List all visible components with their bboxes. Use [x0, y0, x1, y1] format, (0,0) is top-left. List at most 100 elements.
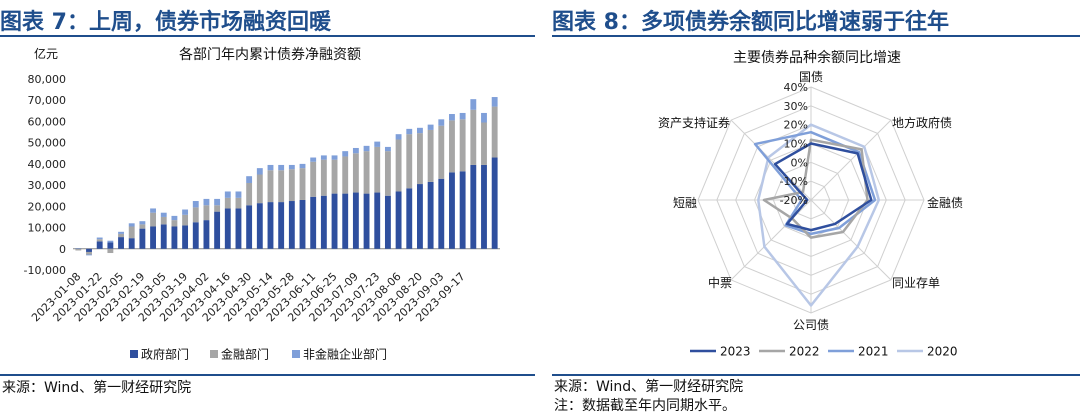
- bar-segment: [171, 215, 178, 221]
- bar-segment: [203, 198, 210, 206]
- bar-segment: [107, 248, 114, 254]
- bar-segment: [256, 203, 263, 249]
- bar-segment: [150, 226, 156, 249]
- bar-segment: [417, 133, 423, 185]
- bar-segment: [139, 224, 146, 229]
- bar-segment: [256, 168, 263, 175]
- radar-spoke: [730, 119, 812, 201]
- bar-segment: [86, 254, 92, 256]
- bar-segment: [278, 164, 285, 171]
- bar-segment: [417, 127, 423, 134]
- panel-bar-chart: 图表 7：上周，债券市场融资回暖 各部门年内累计债券净融资额 亿元 -10,000 0…: [0, 0, 535, 417]
- bar-segment: [438, 125, 445, 179]
- radar-spoke: [730, 199, 812, 281]
- radial-tick-label: 0%: [791, 156, 808, 169]
- radial-tick-label: -20%: [780, 194, 808, 207]
- bar-segment: [171, 226, 178, 249]
- y-tick-label: 30,000: [28, 179, 67, 192]
- bar-segment: [214, 205, 221, 212]
- bar-segment: [139, 228, 146, 249]
- footer-rule: [552, 374, 1080, 376]
- bar-segment: [128, 223, 135, 227]
- bar-segment: [96, 241, 103, 249]
- bar-segment: [160, 216, 167, 225]
- bar-segment: [449, 120, 455, 173]
- bar-segment: [406, 128, 413, 135]
- bar-segment: [278, 202, 285, 249]
- bar-segment: [320, 195, 327, 249]
- radar-category-label: 资产支持证券: [658, 115, 730, 130]
- y-tick-label: 0: [59, 243, 66, 256]
- legend-swatch: [292, 350, 300, 358]
- legend-label: 非金融企业部门: [303, 347, 387, 362]
- bar-segment: [331, 193, 338, 249]
- radar-spoke: [810, 119, 892, 201]
- bar-segment: [235, 191, 242, 198]
- bar-segment: [86, 251, 92, 255]
- bar-segment: [299, 168, 306, 200]
- bar-segment: [150, 212, 156, 227]
- y-tick-label: 60,000: [28, 115, 67, 128]
- bar-segment: [182, 209, 189, 215]
- legend-swatch: [210, 350, 218, 358]
- radial-tick-label: -10%: [780, 175, 808, 188]
- y-tick-label: 50,000: [28, 137, 67, 150]
- bar-segment: [449, 114, 455, 121]
- legend-label: 2020: [927, 345, 958, 359]
- bar-segment: [320, 155, 327, 160]
- bar-segment: [352, 147, 359, 154]
- bar-segment: [128, 226, 135, 239]
- bar-segment: [481, 112, 487, 123]
- bar-segment: [192, 222, 199, 249]
- bar-segment: [342, 156, 349, 194]
- bar-segment: [470, 109, 477, 165]
- radar-category-label: 短融: [673, 196, 697, 210]
- radar-category-label: 同业存单: [892, 276, 940, 290]
- bar-segment: [107, 240, 114, 243]
- bar-segment: [267, 202, 274, 249]
- bar-segment: [118, 237, 124, 249]
- bar-segment: [128, 238, 135, 249]
- panel-radar-chart: 图表 8：多项债券余额同比增速弱于往年 主要债券品种余额同比增速 -20% -10%…: [552, 0, 1080, 417]
- bar-segment: [192, 201, 199, 208]
- bar-segment: [160, 212, 167, 217]
- bar-segment: [363, 151, 370, 194]
- radial-tick-label: 10%: [784, 138, 808, 151]
- radar-category-label: 地方政府债: [892, 115, 952, 130]
- bar-segment: [363, 145, 370, 152]
- bar-segment: [395, 191, 402, 249]
- bar-segment: [214, 198, 221, 206]
- bar-segment: [481, 164, 487, 249]
- bar-segment: [406, 134, 413, 189]
- bar-segment: [374, 146, 381, 193]
- bar-segment: [459, 171, 466, 249]
- bar-segment: [288, 164, 295, 170]
- bar-segment: [160, 224, 167, 249]
- bar-segment: [299, 199, 306, 249]
- bar-segment: [288, 201, 295, 249]
- bar-segment: [352, 153, 359, 193]
- source-text: 来源：Wind、第一财经研究院: [554, 379, 744, 395]
- bar-segment: [342, 193, 349, 249]
- bar-segment: [406, 188, 413, 249]
- bar-segment: [256, 174, 263, 204]
- bar-segment: [310, 196, 317, 249]
- bar-segment: [171, 220, 178, 227]
- bar-segment: [96, 237, 103, 240]
- bar-segment: [438, 178, 445, 249]
- bar-segment: [384, 146, 391, 152]
- bar-segment: [449, 172, 455, 249]
- bar-segment: [491, 106, 498, 158]
- bar-segment: [214, 211, 221, 249]
- bar-segment: [352, 192, 359, 249]
- bar-segment: [491, 97, 498, 107]
- bar-segment: [224, 191, 231, 198]
- source-text: 来源：Wind、第一财经研究院: [2, 380, 192, 396]
- radar-series-line: [773, 142, 873, 232]
- bar-segment: [374, 141, 381, 147]
- bar-segment: [384, 195, 391, 249]
- bar-segment: [310, 161, 317, 197]
- y-tick-label: 40,000: [28, 158, 67, 171]
- radar-series-line: [762, 138, 869, 239]
- y-tick-label: 20,000: [28, 200, 67, 213]
